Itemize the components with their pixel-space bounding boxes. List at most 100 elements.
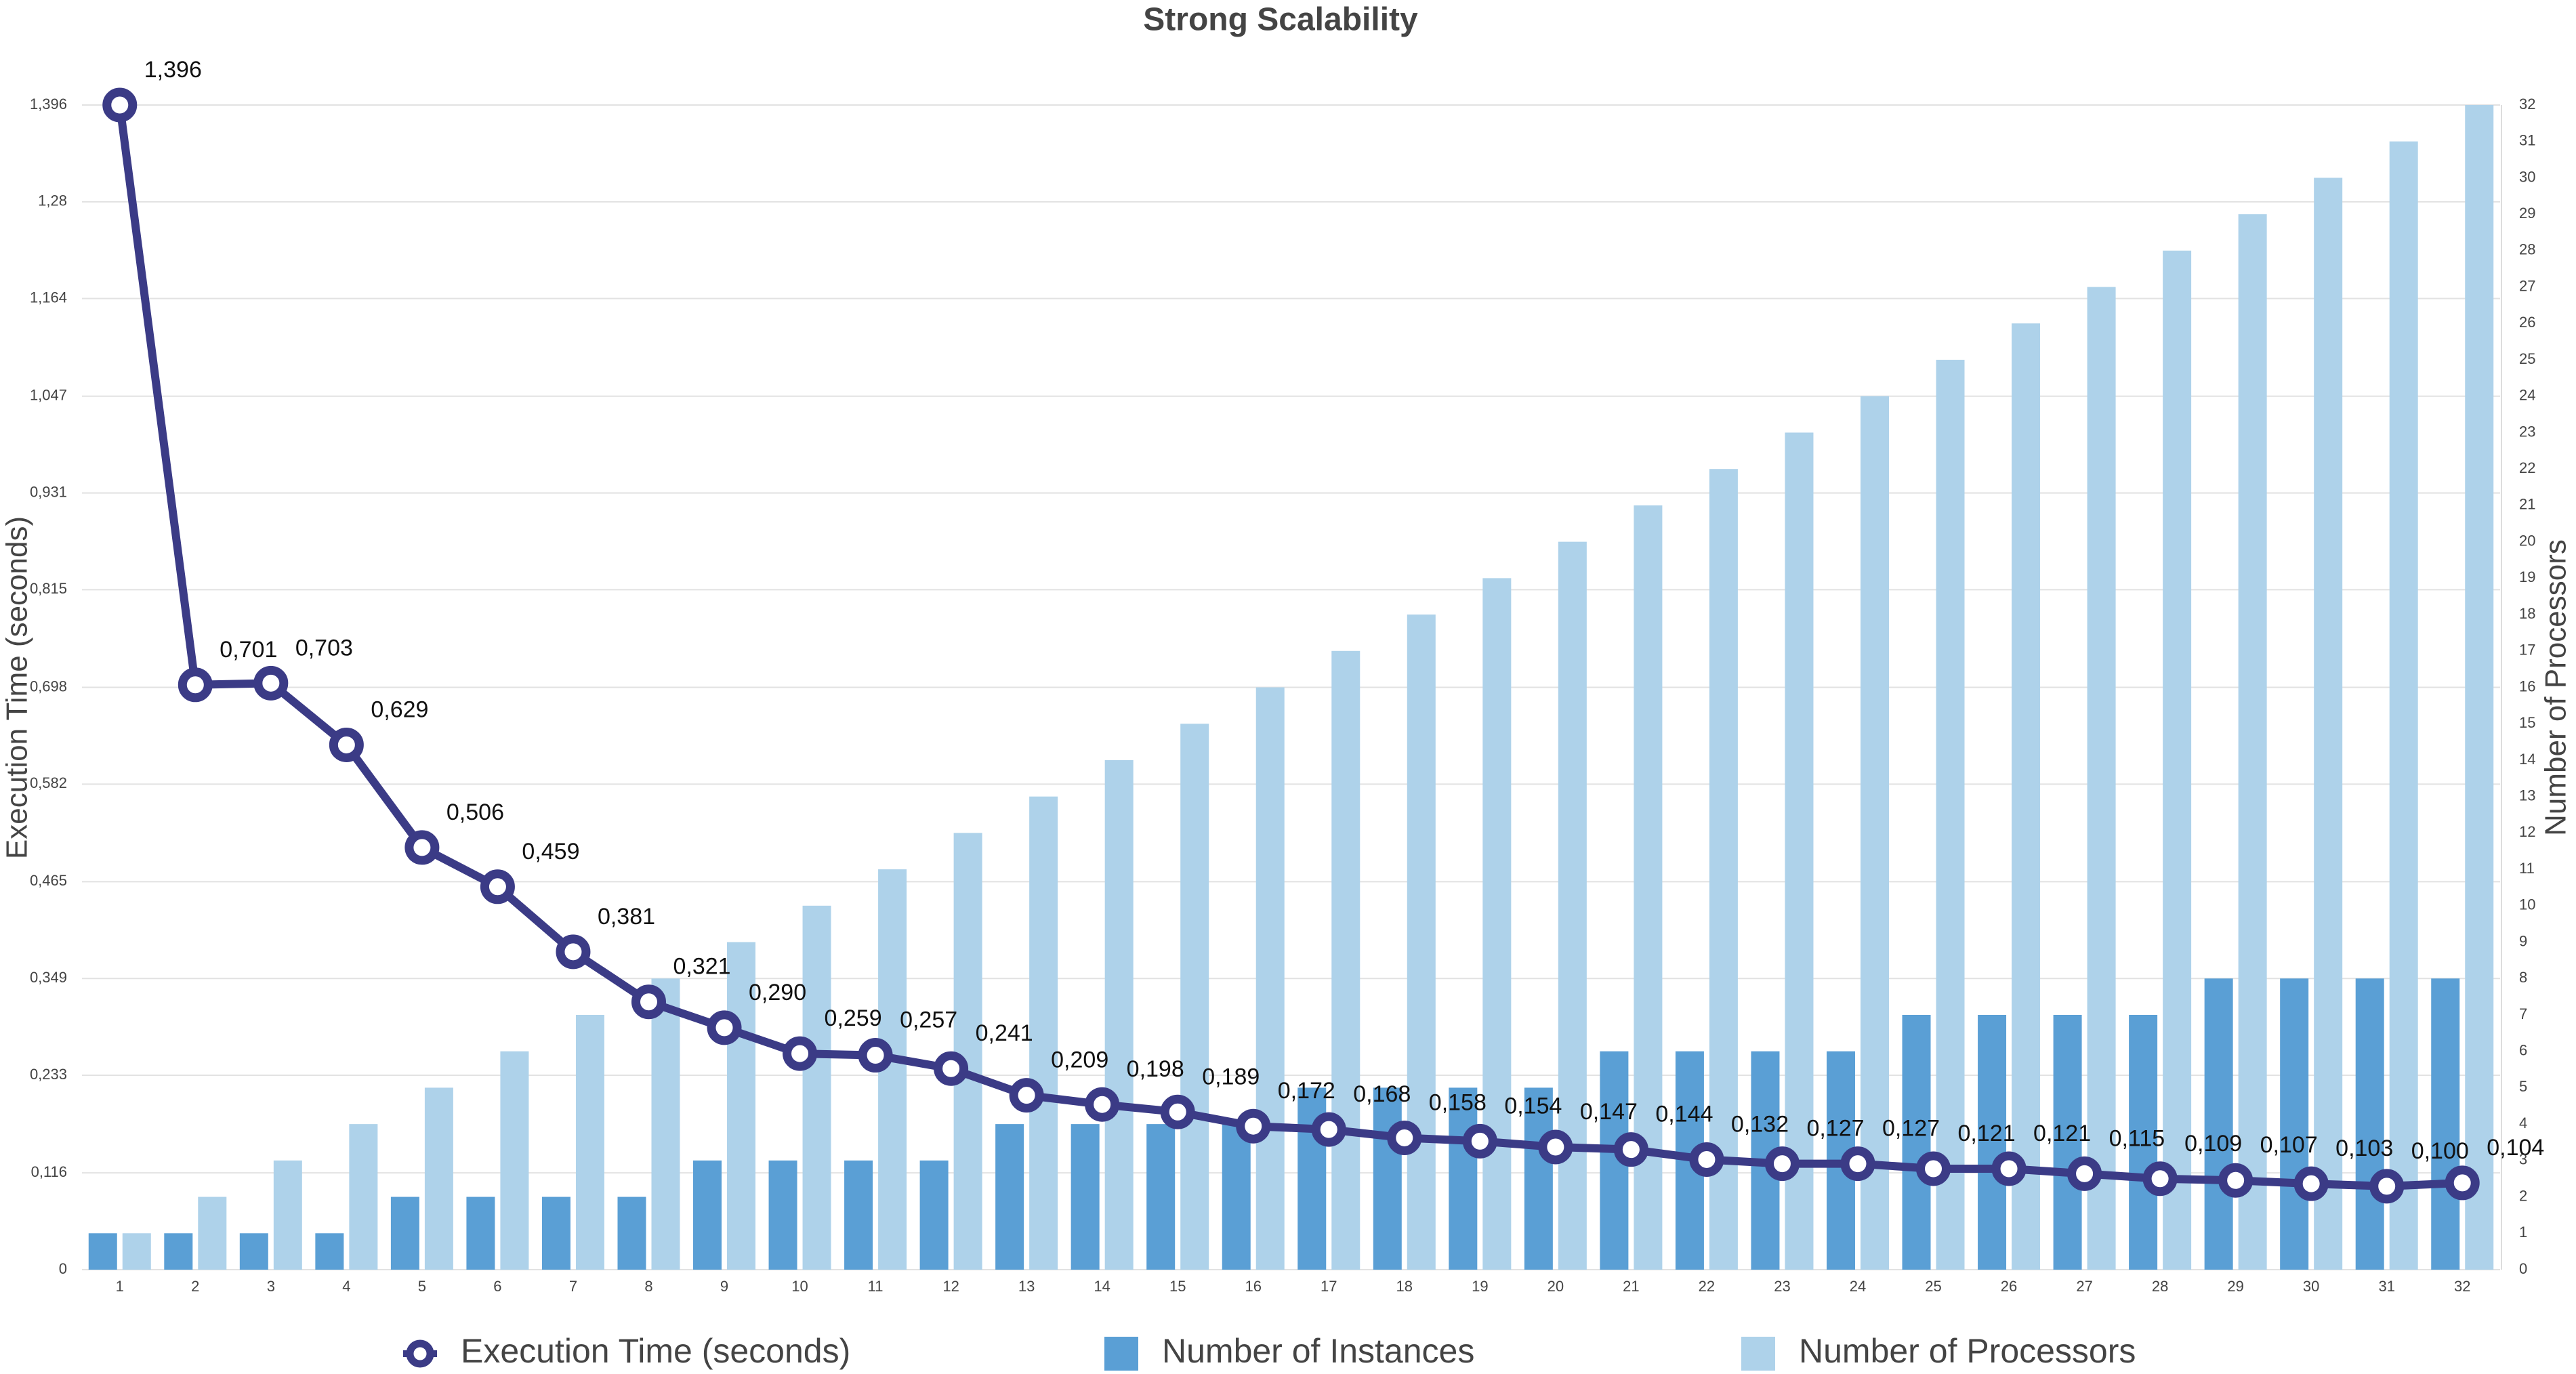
y2-tick-label: 20 [2519,532,2535,549]
bar [466,1196,495,1270]
y2-tick-label: 2 [2519,1187,2527,1204]
x-tick-label: 23 [1774,1278,1790,1295]
y-tick-label: 0,582 [30,774,67,791]
bar [651,978,680,1270]
y2-tick-label: 12 [2519,823,2535,840]
x-tick-label: 25 [1925,1278,1941,1295]
y2-tick-label: 0 [2519,1260,2527,1277]
y2-tick-label: 15 [2519,714,2535,731]
data-label: 0,103 [2335,1136,2393,1161]
point [2369,1169,2405,1204]
data-label: 0,100 [2411,1138,2469,1164]
y-tick-label: 0,465 [30,872,67,889]
point [1613,1132,1648,1167]
y2-tick-label: 23 [2519,423,2535,440]
y2-tick-label: 19 [2519,568,2535,585]
x-tick-label: 19 [1472,1278,1488,1295]
bar [1029,796,1058,1270]
point [556,934,591,970]
y2-tick-label: 11 [2519,860,2535,877]
bar [919,1160,949,1270]
y2-tick-label: 27 [2519,277,2535,294]
bar [1255,687,1285,1270]
y2-tick-label: 26 [2519,314,2535,331]
point [404,830,440,865]
bar [2087,287,2116,1270]
bar [88,1233,117,1270]
y-tick-label: 1,164 [30,289,67,306]
data-label: 0,172 [1278,1078,1335,1104]
x-tick-label: 18 [1396,1278,1413,1295]
point [178,667,213,703]
x-tick-label: 21 [1623,1278,1639,1295]
data-label: 0,257 [900,1007,957,1033]
point [934,1051,969,1086]
data-label: 0,506 [446,799,504,825]
point [1840,1146,1875,1182]
data-label: 0,147 [1580,1099,1638,1125]
legend-swatch [406,1339,434,1368]
x-tick-label: 15 [1169,1278,1186,1295]
data-label: 0,701 [220,637,277,663]
data-label: 0,703 [295,635,353,661]
data-label: 0,121 [1958,1121,2016,1146]
point [2293,1166,2329,1201]
y2-tick-label: 29 [2519,205,2535,222]
point [102,87,138,123]
x-tick-label: 28 [2152,1278,2168,1295]
data-label: 0,104 [2487,1135,2544,1161]
y-tick-label: 1,28 [38,192,67,209]
y2-tick-label: 10 [2519,896,2535,913]
point [1538,1129,1573,1165]
bar [239,1233,268,1270]
bar [2280,978,2309,1270]
bar [1146,1124,1176,1270]
y2-tick-label: 7 [2519,1005,2527,1022]
x-tick-label: 11 [868,1278,884,1295]
bar [198,1196,227,1270]
data-label: 0,241 [976,1020,1033,1046]
data-label: 0,127 [1806,1116,1864,1142]
bar [1071,1124,1100,1270]
data-label: 0,132 [1731,1111,1789,1137]
bar [1902,1014,1931,1270]
legend-swatch [1741,1337,1775,1371]
x-tick-label: 24 [1850,1278,1866,1295]
bar [2465,105,2494,1270]
bar [1860,396,1889,1270]
data-label: 0,629 [371,696,428,722]
point [1160,1094,1195,1129]
y-tick-label: 0,698 [30,678,67,694]
point [858,1038,893,1073]
point [1387,1120,1422,1155]
x-tick-label: 8 [644,1278,652,1295]
y2-tick-label: 17 [2519,642,2535,659]
legend-label: Number of Processors [1799,1332,2136,1370]
bar [315,1233,344,1270]
x-tick-label: 17 [1321,1278,1337,1295]
x-tick-label: 16 [1245,1278,1261,1295]
point [1462,1123,1497,1159]
bar [1104,759,1134,1270]
point [2067,1156,2102,1191]
point [480,869,515,904]
data-label: 0,168 [1353,1081,1411,1107]
data-label: 0,144 [1655,1102,1713,1127]
y2-tick-label: 6 [2519,1042,2527,1059]
y-tick-label: 0,815 [30,580,67,597]
x-tick-label: 7 [569,1278,577,1295]
data-label: 0,290 [749,980,806,1005]
x-tick-label: 26 [2001,1278,2017,1295]
bar [844,1160,873,1270]
x-tick-label: 4 [342,1278,350,1295]
data-label: 0,121 [2033,1121,2091,1146]
y2-tick-label: 31 [2519,132,2535,149]
bar [2012,323,2041,1270]
bar [390,1196,419,1270]
point [1916,1151,1951,1186]
x-tick-label: 2 [191,1278,199,1295]
bar [349,1124,378,1270]
bar [1222,1124,1251,1270]
point [631,984,666,1020]
